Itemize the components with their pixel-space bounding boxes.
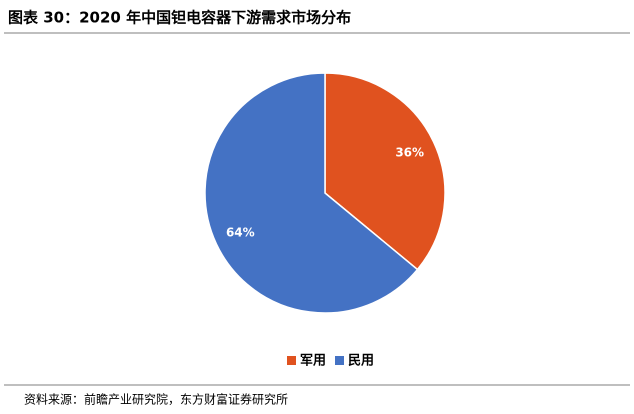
pie-slice bbox=[324, 72, 446, 271]
legend-label: 民用 bbox=[348, 354, 374, 369]
data-label: 64% bbox=[226, 225, 255, 239]
chart-title: 图表 30：2020 年中国钽电容器下游需求市场分布 bbox=[8, 9, 351, 27]
data-label: 36% bbox=[395, 146, 424, 160]
pie-slice bbox=[204, 72, 419, 314]
legend-label: 军用 bbox=[300, 354, 326, 369]
legend-swatch bbox=[287, 356, 296, 365]
legend-swatch bbox=[335, 356, 344, 365]
source-note: 资料来源：前瞻产业研究院，东方财富证券研究所 bbox=[24, 392, 288, 407]
